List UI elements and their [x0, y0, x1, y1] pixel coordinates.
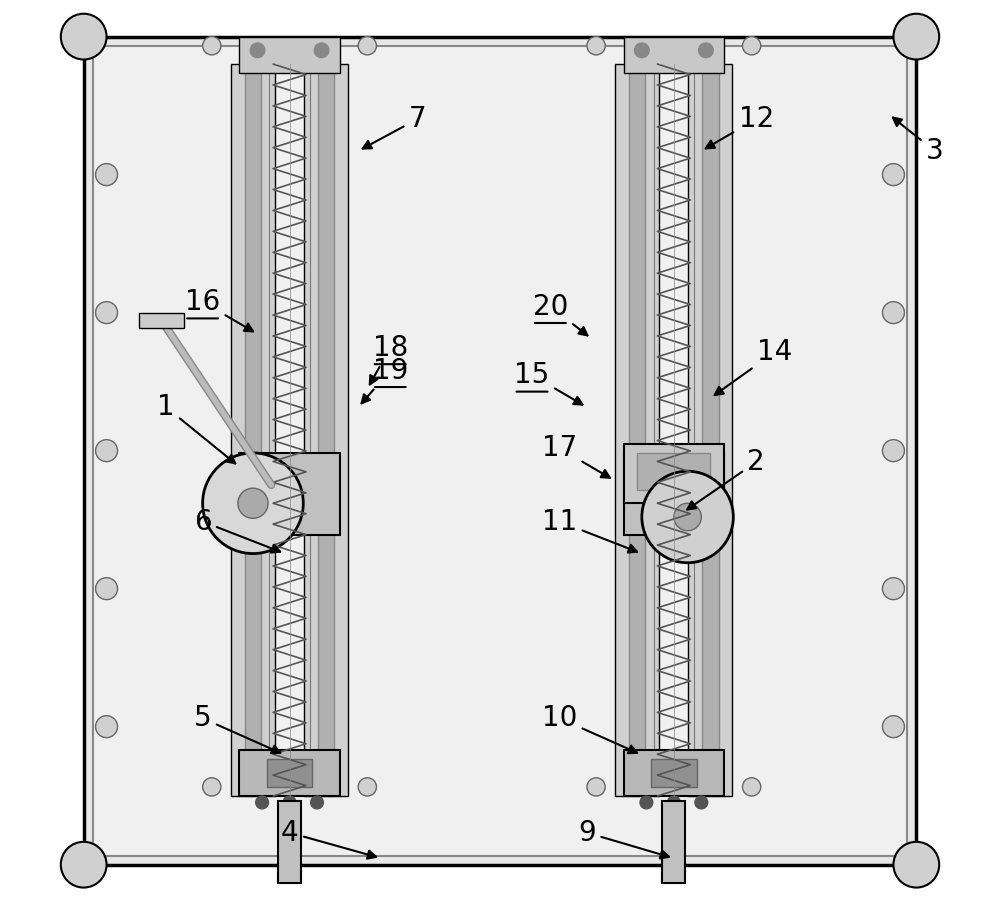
Text: 14: 14 — [715, 339, 792, 395]
Text: 1: 1 — [157, 393, 235, 463]
Text: 18: 18 — [370, 334, 408, 384]
Bar — [662, 801, 685, 883]
Circle shape — [283, 796, 296, 809]
Bar — [702, 64, 719, 796]
Circle shape — [311, 796, 323, 809]
Text: 17: 17 — [542, 435, 610, 478]
Bar — [624, 750, 724, 796]
Text: 20: 20 — [533, 293, 587, 336]
Bar — [629, 64, 645, 796]
Bar — [278, 801, 301, 883]
Circle shape — [882, 439, 904, 461]
Bar — [688, 64, 732, 796]
Text: 3: 3 — [893, 117, 944, 165]
Text: 4: 4 — [281, 819, 376, 858]
Circle shape — [587, 778, 605, 796]
Bar — [139, 313, 184, 328]
Circle shape — [358, 778, 376, 796]
Text: 19: 19 — [362, 357, 408, 404]
Circle shape — [640, 796, 653, 809]
Text: 9: 9 — [578, 819, 669, 858]
Text: 6: 6 — [194, 508, 280, 553]
Text: 11: 11 — [542, 508, 637, 553]
Circle shape — [635, 43, 649, 58]
Bar — [615, 64, 659, 796]
Bar — [624, 444, 724, 503]
Text: 15: 15 — [514, 361, 583, 404]
Circle shape — [96, 577, 118, 599]
Circle shape — [256, 796, 269, 809]
Bar — [93, 46, 907, 856]
Bar — [245, 64, 261, 796]
Circle shape — [61, 842, 107, 888]
Circle shape — [587, 37, 605, 55]
Circle shape — [742, 778, 761, 796]
Bar — [239, 750, 340, 796]
Circle shape — [96, 716, 118, 737]
Bar — [304, 64, 348, 796]
Circle shape — [742, 37, 761, 55]
Circle shape — [358, 37, 376, 55]
Text: 16: 16 — [185, 288, 253, 331]
Text: 5: 5 — [194, 705, 280, 753]
Circle shape — [96, 302, 118, 324]
Circle shape — [882, 164, 904, 186]
Circle shape — [96, 439, 118, 461]
Bar — [269, 64, 310, 796]
Circle shape — [203, 453, 303, 554]
Circle shape — [882, 302, 904, 324]
Circle shape — [203, 37, 221, 55]
Circle shape — [695, 796, 708, 809]
Circle shape — [667, 796, 680, 809]
Circle shape — [314, 43, 329, 58]
Circle shape — [203, 778, 221, 796]
Circle shape — [238, 489, 268, 519]
Bar — [654, 64, 694, 796]
Bar — [637, 453, 710, 490]
Bar — [624, 37, 724, 73]
Circle shape — [882, 716, 904, 737]
Circle shape — [250, 43, 265, 58]
Text: 2: 2 — [687, 448, 765, 510]
Bar — [318, 64, 334, 796]
Text: 7: 7 — [363, 105, 426, 148]
Bar — [239, 453, 340, 535]
Circle shape — [882, 577, 904, 599]
Circle shape — [96, 164, 118, 186]
Bar — [624, 453, 724, 535]
Bar — [231, 64, 275, 796]
Circle shape — [893, 842, 939, 888]
Circle shape — [61, 14, 107, 59]
Bar — [267, 759, 312, 787]
Bar — [651, 759, 697, 787]
Circle shape — [674, 503, 701, 531]
Circle shape — [642, 471, 733, 563]
Circle shape — [699, 43, 713, 58]
Circle shape — [893, 14, 939, 59]
Text: 10: 10 — [542, 705, 637, 753]
Text: 12: 12 — [706, 105, 774, 148]
Bar — [239, 37, 340, 73]
